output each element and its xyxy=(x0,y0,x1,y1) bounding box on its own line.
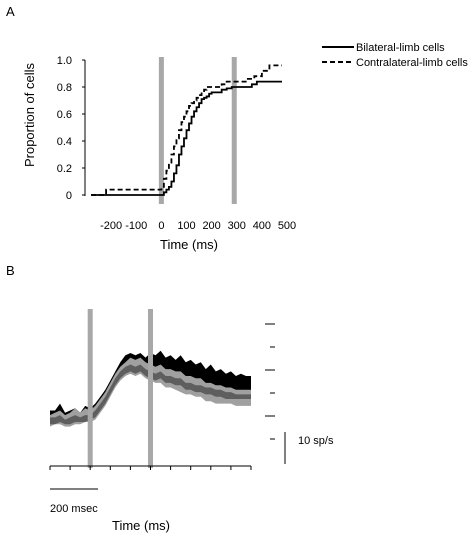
x-tick-label: 100 xyxy=(177,220,195,232)
legend-label-bilateral: Bilateral-limb cells xyxy=(356,42,445,54)
legend-label-contralateral: Contralateral-limb cells xyxy=(356,57,468,69)
y-tick-label: 1.0 xyxy=(57,55,72,67)
panel-a-label: A xyxy=(6,4,15,19)
x-axis-label: Time (ms) xyxy=(112,518,170,533)
firing-rate-chart: 10 sp/s 200 msec Time (ms) xyxy=(49,309,334,533)
x-axis-label: Time (ms) xyxy=(160,237,218,252)
x-tick-label: 500 xyxy=(278,220,296,232)
time-scalebar-label: 200 msec xyxy=(50,503,98,515)
panel-b-label: B xyxy=(6,263,15,278)
firing-rate-bands xyxy=(50,350,251,427)
y-tick-label: 0.8 xyxy=(57,82,72,94)
y-axis-label: Proportion of cells xyxy=(22,62,37,167)
y-tick-label: 0.4 xyxy=(57,136,72,148)
event-markers xyxy=(158,57,237,204)
series-lines xyxy=(91,64,282,196)
y-tick-label: 0.2 xyxy=(57,163,72,175)
x-tick-labels: -200 -100 0 100 200 300 400 500 xyxy=(100,220,296,232)
legend: Bilateral-limb cells Contralateral-limb … xyxy=(322,42,468,69)
event-marker-bar xyxy=(87,309,93,468)
y-tick-labels: 0 0.2 0.4 0.6 0.8 1.0 xyxy=(57,55,85,202)
firing-rate-band-3 xyxy=(50,364,251,425)
event-marker-bar xyxy=(148,309,153,468)
series-line-bilateral xyxy=(91,80,282,196)
event-markers xyxy=(87,309,153,468)
y-tick-label: 0 xyxy=(66,190,72,202)
event-marker-bar xyxy=(158,57,164,204)
rate-scalebar-label: 10 sp/s xyxy=(298,435,334,447)
x-tick-label: 200 xyxy=(202,220,220,232)
x-tick-label: 400 xyxy=(253,220,271,232)
event-marker-bar xyxy=(231,57,237,204)
series-line-contralateral xyxy=(91,64,282,196)
y-tick-label: 0.6 xyxy=(57,109,72,121)
right-axis-ticks xyxy=(265,323,275,440)
cumulative-latency-chart: 0 0.2 0.4 0.6 0.8 1.0 -200 -100 0 100 200 300 400 50… xyxy=(22,42,468,252)
x-tick-label: 0 xyxy=(158,220,164,232)
x-ticks xyxy=(49,466,252,470)
x-tick-label: 300 xyxy=(228,220,246,232)
x-tick-label: -100 xyxy=(125,220,147,232)
x-tick-label: -200 xyxy=(100,220,122,232)
